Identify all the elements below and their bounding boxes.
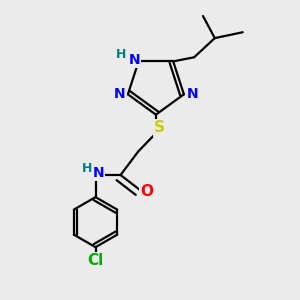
Text: N: N <box>128 53 140 67</box>
Text: H: H <box>116 47 127 61</box>
Text: N: N <box>186 87 198 101</box>
Text: O: O <box>141 184 154 199</box>
Text: N: N <box>93 166 104 180</box>
Text: N: N <box>114 87 125 101</box>
Text: Cl: Cl <box>87 253 104 268</box>
Text: H: H <box>82 162 92 175</box>
Text: S: S <box>154 120 165 135</box>
